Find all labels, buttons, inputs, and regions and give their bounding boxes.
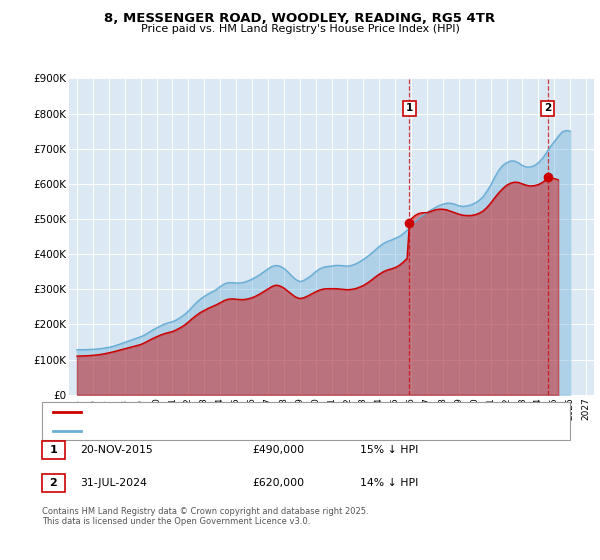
Text: 1: 1 — [406, 104, 413, 114]
Text: £490,000: £490,000 — [252, 445, 304, 455]
Text: HPI: Average price, detached house, Wokingham: HPI: Average price, detached house, Woki… — [88, 427, 320, 436]
Text: 2: 2 — [50, 478, 57, 488]
Text: 8, MESSENGER ROAD, WOODLEY, READING, RG5 4TR (detached house): 8, MESSENGER ROAD, WOODLEY, READING, RG5… — [88, 408, 427, 417]
Text: 20-NOV-2015: 20-NOV-2015 — [80, 445, 152, 455]
Text: 1: 1 — [50, 445, 57, 455]
Text: Price paid vs. HM Land Registry's House Price Index (HPI): Price paid vs. HM Land Registry's House … — [140, 24, 460, 34]
Text: 31-JUL-2024: 31-JUL-2024 — [80, 478, 146, 488]
Text: 2: 2 — [544, 104, 551, 114]
Text: 14% ↓ HPI: 14% ↓ HPI — [360, 478, 418, 488]
Text: £620,000: £620,000 — [252, 478, 304, 488]
Text: Contains HM Land Registry data © Crown copyright and database right 2025.
This d: Contains HM Land Registry data © Crown c… — [42, 507, 368, 526]
Text: 8, MESSENGER ROAD, WOODLEY, READING, RG5 4TR: 8, MESSENGER ROAD, WOODLEY, READING, RG5… — [104, 12, 496, 25]
Text: 15% ↓ HPI: 15% ↓ HPI — [360, 445, 418, 455]
